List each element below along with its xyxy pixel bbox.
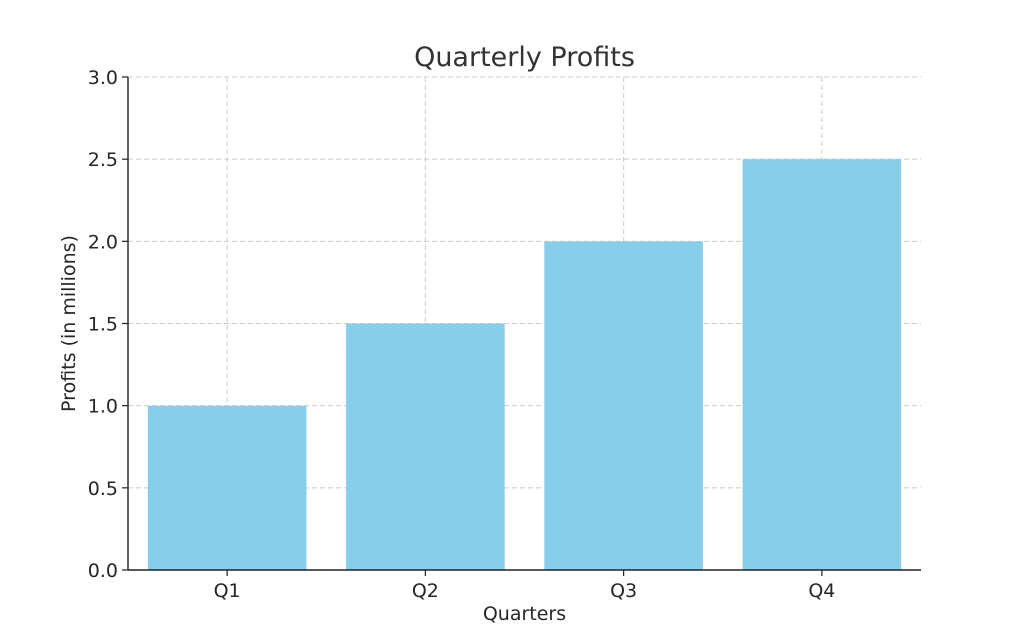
y-tick-label: 1.0 [88,396,118,418]
x-tick-label: Q3 [610,580,637,602]
x-tick-label: Q1 [214,580,241,602]
bar-q4 [742,159,902,570]
y-tick-label: 2.0 [88,231,118,253]
x-tick-label: Q2 [412,580,439,602]
y-tick-label: 3.0 [88,67,118,89]
bar-q1 [147,405,307,570]
x-tick-label: Q4 [808,580,835,602]
bar-q2 [346,323,505,570]
y-tick-label: 2.5 [88,149,118,171]
y-tick-label: 0.5 [88,478,118,500]
y-tick-label: 1.5 [88,314,118,336]
x-ticks: Q1 Q2 Q3 Q4 [214,570,835,602]
y-tick-label: 0.0 [88,560,118,582]
y-axis-title: Profits (in millions) [58,235,80,412]
bars [147,159,902,571]
y-ticks: 0.0 0.5 1.0 1.5 2.0 2.5 3.0 [88,67,128,582]
chart-title: Quarterly Profits [414,42,635,73]
x-axis-title: Quarters [483,603,566,625]
bar-q3 [544,241,703,571]
